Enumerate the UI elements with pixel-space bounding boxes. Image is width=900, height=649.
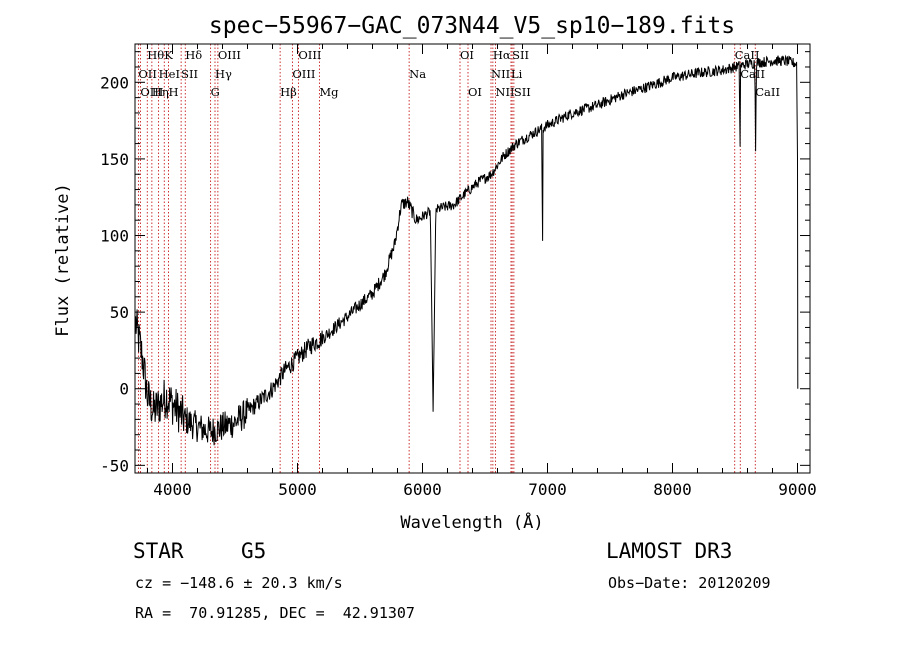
x-tick-label: 9000: [778, 480, 817, 499]
coordinates-readout: RA = 70.91285, DEC = 42.91307: [135, 604, 415, 622]
observation-date: Obs−Date: 20120209: [608, 574, 771, 592]
spectral-line-label: CaII: [735, 48, 760, 62]
x-tick-label: 7000: [528, 480, 567, 499]
spectral-line-label: OIII: [298, 48, 321, 62]
flux-series-line: [135, 54, 799, 446]
y-axis-label: Flux (relative): [53, 183, 73, 337]
spectral-line-label: OII: [138, 67, 157, 81]
spectral-line-label: SII: [512, 48, 529, 62]
spectral-line-label: HeI: [159, 67, 180, 81]
plot-frame: [134, 43, 811, 474]
spectral-line-label: Hη: [152, 85, 169, 99]
spectral-line-label: SII: [181, 67, 198, 81]
y-tick-label: 50: [110, 303, 129, 322]
y-tick-label: 150: [100, 150, 129, 169]
survey-name: LAMOST DR3: [606, 539, 733, 563]
spectral-line-label: K: [164, 48, 173, 62]
y-tick-label: 100: [100, 227, 129, 246]
redshift-readout: cz = −148.6 ± 20.3 km/s: [135, 574, 343, 592]
axis-ticks: 4000 5000 6000 7000 8000 9000 -50 0 50 100 150 200: [100, 44, 817, 499]
spectral-line-label: OI: [460, 48, 474, 62]
spectral-line-label: OIII: [140, 85, 163, 99]
x-tick-label: 5000: [278, 480, 317, 499]
spectral-line-label: Li: [511, 67, 523, 81]
spectral-line-label: Hα: [493, 48, 511, 62]
spectral-line-markers: [137, 44, 756, 473]
spectral-subclass: G5: [241, 539, 267, 563]
x-axis-label: Wavelength (Å): [400, 511, 543, 533]
spectral-line-label: Hδ: [185, 48, 202, 62]
spectral-line-label: H: [169, 85, 179, 99]
y-tick-label: 0: [119, 380, 129, 399]
spectral-line-label: NII: [495, 85, 514, 99]
spectral-line-label: OI: [468, 85, 482, 99]
y-tick-label: -50: [100, 456, 129, 475]
y-tick-label: 200: [100, 73, 129, 92]
x-tick-label: 8000: [653, 480, 692, 499]
object-type: STAR: [133, 539, 184, 563]
spectral-line-label: NII: [491, 67, 510, 81]
spectral-line-label: SII: [514, 85, 531, 99]
chart-title: spec−55967−GAC_073N44_V5_sp10−189.fits: [209, 13, 735, 39]
spectral-line-label: OIII: [218, 48, 241, 62]
spectral-line-label: CaII: [755, 85, 780, 99]
spectral-line-label: CaII: [740, 67, 765, 81]
spectral-line-label: Na: [409, 67, 426, 81]
spectral-line-label: Hγ: [215, 67, 232, 81]
x-tick-label: 4000: [153, 480, 192, 499]
x-tick-label: 6000: [403, 480, 442, 499]
spectral-line-label: G: [211, 85, 220, 99]
spectral-line-label: Hθ: [147, 48, 164, 62]
spectral-line-label: Mg: [319, 85, 339, 99]
spectral-line-label: Hβ: [280, 85, 297, 99]
spectral-line-label: OIII: [292, 67, 315, 81]
